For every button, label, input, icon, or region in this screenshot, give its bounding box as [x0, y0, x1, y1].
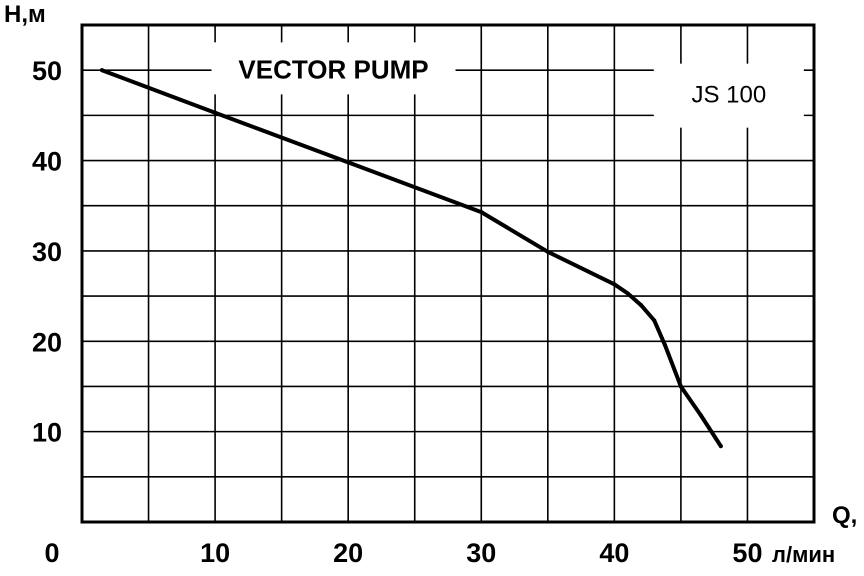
chart-title: VECTOR PUMP	[238, 54, 428, 84]
curve-point	[213, 110, 218, 115]
x-tick-label: 10	[200, 538, 230, 568]
curve-point	[652, 318, 657, 323]
y-tick-label: 40	[32, 147, 62, 177]
curve-point	[678, 384, 683, 389]
title-box	[211, 42, 456, 95]
pump-curve-points	[99, 68, 723, 449]
x-tick-labels: 0 10 20 30 40 50	[44, 538, 762, 568]
x-axis-unit: л/мин	[772, 542, 835, 567]
x-tick-label: 40	[599, 538, 629, 568]
y-tick-labels: 10 20 30 40 50	[32, 56, 62, 447]
y-tick-label: 30	[32, 237, 62, 267]
y-tick-label: 20	[32, 327, 62, 357]
x-tick-label: 50	[732, 538, 762, 568]
curve-point	[479, 210, 484, 215]
curve-point	[99, 68, 104, 73]
y-tick-label: 50	[32, 56, 62, 86]
curve-point	[698, 413, 703, 418]
curve-point	[346, 160, 351, 165]
y-tick-label: 10	[32, 418, 62, 448]
x-tick-label: 30	[466, 538, 496, 568]
curve-point	[612, 282, 617, 287]
x-tick-label: 20	[333, 538, 363, 568]
model-label: JS 100	[691, 82, 766, 109]
curve-point	[625, 291, 630, 296]
curve-point	[638, 303, 643, 308]
curve-point	[662, 342, 667, 347]
x-axis-label: Q,	[832, 502, 857, 529]
x-tick-label: 0	[44, 538, 59, 568]
pump-curve-line	[100, 68, 723, 449]
curve-point	[718, 444, 723, 449]
plot-frame	[80, 23, 816, 524]
y-axis-label: H,м	[4, 1, 46, 28]
curve-point	[545, 249, 550, 254]
model-label-box	[653, 63, 804, 128]
grid	[82, 25, 814, 522]
